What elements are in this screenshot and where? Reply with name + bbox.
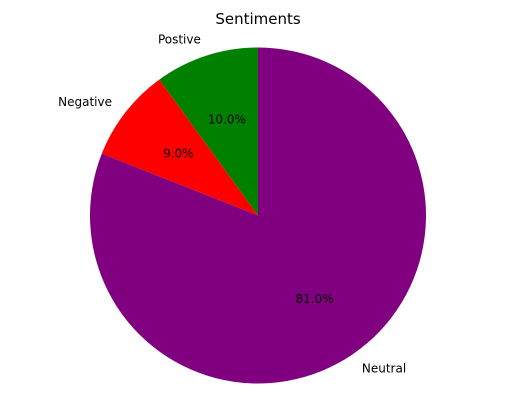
slice-label-neutral: Neutral <box>362 361 406 375</box>
slice-label-negative: Negative <box>58 95 112 109</box>
slice-percent-postive: 10.0% <box>208 113 246 127</box>
slice-label-postive: Postive <box>158 33 201 47</box>
pie-slice-neutral <box>90 47 427 384</box>
pie-slice-postive <box>159 47 258 216</box>
chart-title: Sentiments <box>215 10 301 28</box>
pie-labels: Postive 10.0% Negative 9.0% Neutral 81.0% <box>58 33 406 376</box>
slice-percent-negative: 9.0% <box>163 147 194 161</box>
pie-slice-negative <box>101 79 258 216</box>
slice-percent-neutral: 81.0% <box>296 292 334 306</box>
pie-slices <box>90 47 427 384</box>
